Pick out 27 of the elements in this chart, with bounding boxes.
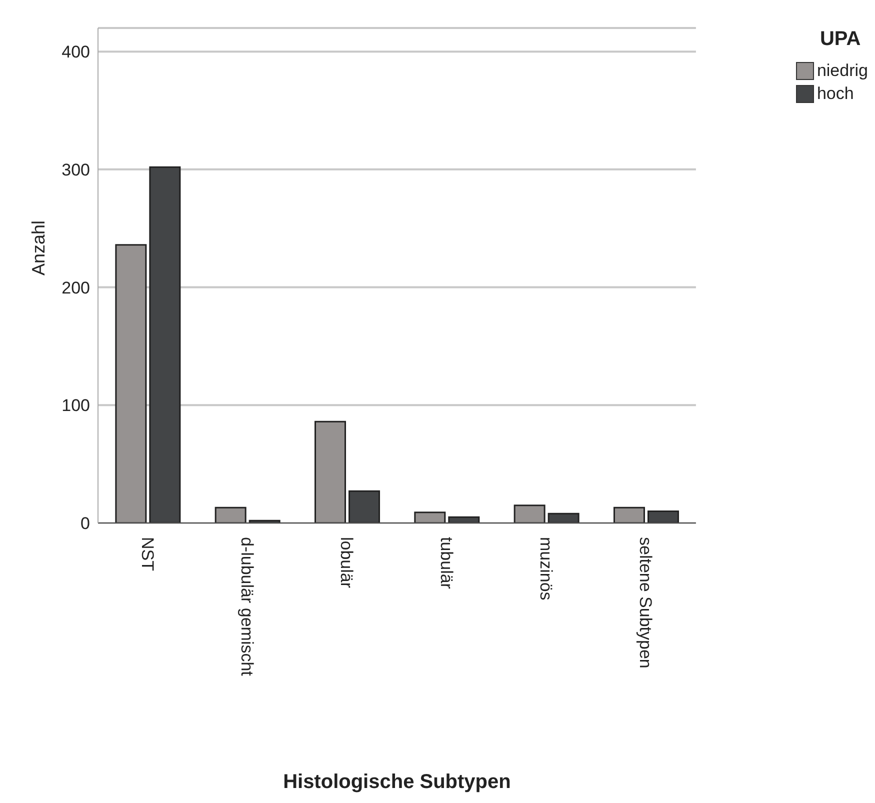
x-tick-label: tubulär bbox=[436, 537, 456, 590]
legend-title: UPA bbox=[820, 28, 862, 51]
bar bbox=[514, 504, 546, 523]
bar bbox=[647, 510, 679, 523]
x-axis-title: Histologische Subtypen bbox=[283, 771, 511, 793]
bar bbox=[314, 420, 346, 523]
bar bbox=[115, 244, 147, 523]
x-tick-label: NST bbox=[138, 537, 157, 571]
x-tick-label: d-lubulär gemischt bbox=[238, 537, 257, 676]
bar bbox=[348, 490, 380, 523]
legend-label: niedrig bbox=[816, 60, 868, 80]
y-axis-title: Anzahl bbox=[28, 220, 48, 276]
legend-label: hoch bbox=[816, 84, 854, 104]
x-tick-label: muzinös bbox=[536, 537, 556, 600]
y-tick-label: 200 bbox=[62, 278, 90, 298]
bar bbox=[613, 506, 645, 523]
y-tick-label: 0 bbox=[80, 514, 90, 534]
x-tick-label: lobulär bbox=[337, 537, 356, 588]
bar bbox=[214, 506, 246, 523]
y-tick-label: 300 bbox=[62, 160, 90, 180]
bar bbox=[149, 166, 181, 523]
bar bbox=[414, 512, 446, 523]
bar bbox=[548, 512, 580, 523]
y-tick-label: 400 bbox=[62, 42, 90, 62]
bar bbox=[448, 516, 480, 523]
y-tick-label: 100 bbox=[62, 396, 90, 416]
x-tick-label: seltene Subtypen bbox=[636, 537, 656, 668]
